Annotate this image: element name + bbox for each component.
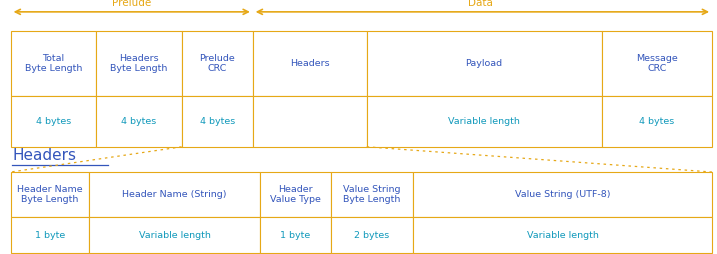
Text: 1 byte: 1 byte (34, 231, 65, 240)
Bar (366, 31, 602, 96)
Text: Headers: Headers (290, 59, 330, 68)
Text: Data: Data (468, 0, 493, 8)
Text: 1 byte: 1 byte (280, 231, 310, 240)
Bar (413, 172, 712, 217)
Bar (366, 96, 602, 147)
Bar (11, 96, 96, 147)
Text: Variable length: Variable length (138, 231, 210, 240)
Bar (602, 31, 712, 96)
Text: Prelude
CRC: Prelude CRC (199, 54, 235, 73)
Bar (11, 217, 89, 253)
Text: Total
Byte Length: Total Byte Length (24, 54, 82, 73)
Bar (253, 96, 366, 147)
Bar (181, 31, 253, 96)
Bar (11, 172, 89, 217)
Bar (96, 96, 181, 147)
Text: Variable length: Variable length (448, 117, 520, 126)
Text: Value String
Byte Length: Value String Byte Length (343, 185, 401, 204)
Text: 4 bytes: 4 bytes (36, 117, 71, 126)
Text: Prelude: Prelude (112, 0, 151, 8)
Text: 4 bytes: 4 bytes (199, 117, 234, 126)
Text: Payload: Payload (465, 59, 503, 68)
Bar (413, 217, 712, 253)
Text: 4 bytes: 4 bytes (639, 117, 675, 126)
Bar (602, 96, 712, 147)
Text: Headers
Byte Length: Headers Byte Length (110, 54, 168, 73)
Bar (181, 96, 253, 147)
Bar (11, 31, 96, 96)
Text: 4 bytes: 4 bytes (121, 117, 156, 126)
Bar (260, 172, 331, 217)
Text: Message
CRC: Message CRC (636, 54, 678, 73)
Bar (260, 217, 331, 253)
Text: Variable length: Variable length (526, 231, 599, 240)
Bar (89, 217, 260, 253)
Text: 2 bytes: 2 bytes (354, 231, 389, 240)
Bar (96, 31, 181, 96)
Bar (331, 217, 413, 253)
Bar (89, 172, 260, 217)
Bar (331, 172, 413, 217)
Text: Header Name
Byte Length: Header Name Byte Length (17, 185, 82, 204)
Text: Header Name (String): Header Name (String) (122, 190, 227, 199)
Bar (253, 31, 366, 96)
Text: Value String (UTF-8): Value String (UTF-8) (515, 190, 610, 199)
Text: Headers: Headers (12, 148, 76, 163)
Text: Header
Value Type: Header Value Type (270, 185, 321, 204)
